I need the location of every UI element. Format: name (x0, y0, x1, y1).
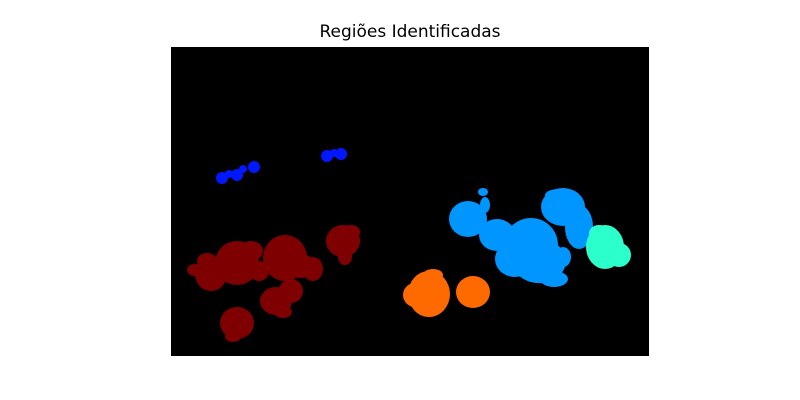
region-dark-red (187, 225, 360, 342)
region-blue-blob (335, 148, 347, 160)
region-dark-red-blob (197, 253, 217, 269)
region-light-blue-blob (555, 247, 571, 267)
region-light-blue-blob (480, 197, 490, 213)
region-light-blue (449, 188, 593, 287)
region-orange (403, 269, 490, 317)
region-dark-red-blob (338, 249, 352, 265)
region-light-blue-blob (540, 271, 568, 287)
region-blue (216, 148, 347, 184)
region-light-blue-blob (478, 188, 488, 196)
region-blue-blob (248, 161, 260, 173)
region-dark-red-blob (342, 225, 360, 239)
region-dark-red-blob (279, 279, 303, 303)
region-aquamarine-blob (589, 225, 609, 241)
segmentation-canvas (171, 47, 649, 356)
region-light-blue-blob (565, 205, 593, 249)
region-aquamarine-blob (607, 243, 631, 267)
region-aquamarine (586, 225, 631, 269)
region-light-blue-blob (449, 201, 487, 237)
region-blue-blob (225, 170, 233, 178)
region-dark-red-blob (249, 261, 269, 281)
region-blue-blob (216, 172, 228, 184)
region-dark-red-blob (225, 332, 241, 342)
region-blue-blob (239, 165, 247, 173)
region-dark-red-blob (239, 241, 263, 261)
figure-title: Regiões Identificadas (319, 22, 501, 42)
segmentation-image (171, 47, 649, 356)
region-orange-blob (423, 269, 443, 281)
region-orange-blob (403, 283, 427, 307)
region-light-blue-blob (545, 189, 573, 201)
region-dark-red-blob (220, 307, 254, 339)
region-dark-red-blob (274, 306, 292, 318)
region-blue-blob (231, 169, 243, 181)
region-dark-red-blob (303, 257, 323, 281)
region-dark-red-blob (269, 239, 289, 251)
region-orange-blob (456, 276, 490, 308)
